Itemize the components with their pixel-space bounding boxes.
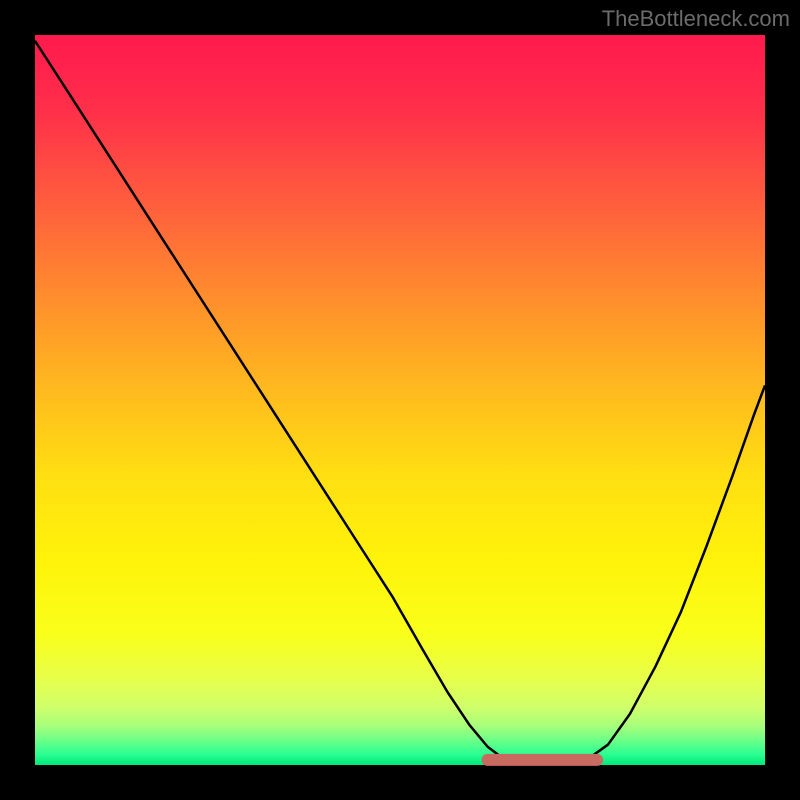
plot-gradient-area [35,35,765,765]
chart-container: TheBottleneck.com [0,0,800,800]
watermark-text: TheBottleneck.com [602,6,790,32]
bottleneck-curve-chart [0,0,800,800]
